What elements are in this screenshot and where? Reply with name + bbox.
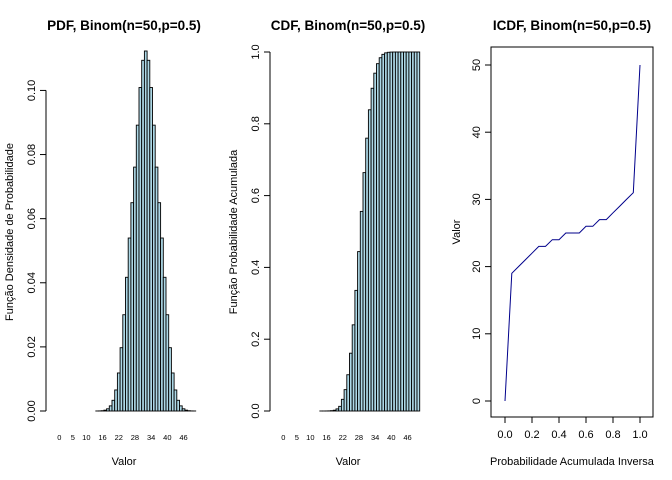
cdf-ylabel: Função Probabilidade Acumulada — [228, 149, 240, 314]
icdf-y-tick-label: 20 — [471, 260, 483, 272]
cdf-x-tick-label: 16 — [322, 433, 330, 442]
pdf-x-tick-label: 34 — [147, 433, 155, 442]
cdf-x-tick-label: 46 — [403, 433, 411, 442]
pdf-ylabel: Função Densidade de Probabilidade — [4, 143, 16, 321]
cdf-x-tick-label: 10 — [306, 433, 314, 442]
cdf-bars — [319, 51, 421, 412]
icdf-xlabel: Probabilidade Acumulada Inversa — [490, 456, 655, 468]
cdf-y-tick-label: 0.6 — [250, 188, 262, 203]
icdf-y-tick-label: 0 — [471, 398, 483, 404]
icdf-series-line — [504, 64, 641, 402]
pdf-x-tick-labels: 0 5 10 16 22 28 34 40 46 — [57, 433, 187, 442]
icdf-panel: ICDF, Binom(n=50,p=0.5) Probabilidade Ac… — [451, 18, 655, 468]
icdf-x-tick-label: 0.2 — [524, 429, 539, 441]
pdf-y-tick-label: 0.02 — [26, 336, 38, 357]
pdf-y-axis: 0.00 0.02 0.04 0.06 0.08 0.10 — [26, 80, 47, 422]
icdf-y-tick-label: 10 — [471, 328, 483, 340]
cdf-title: CDF, Binom(n=50,p=0.5) — [271, 18, 426, 33]
pdf-x-tick-label: 5 — [71, 433, 75, 442]
cdf-x-tick-label: 34 — [371, 433, 379, 442]
cdf-xlabel: Valor — [336, 456, 361, 468]
icdf-title: ICDF, Binom(n=50,p=0.5) — [493, 18, 651, 33]
icdf-x-tick-label: 0.0 — [497, 429, 512, 441]
pdf-x-tick-label: 28 — [131, 433, 139, 442]
cdf-x-tick-label: 22 — [339, 433, 347, 442]
pdf-xlabel: Valor — [112, 456, 137, 468]
cdf-x-tick-label: 28 — [355, 433, 363, 442]
icdf-y-tick-label: 40 — [471, 126, 483, 138]
pdf-x-tick-label: 16 — [98, 433, 106, 442]
cdf-panel: CDF, Binom(n=50,p=0.5) Valor Função Prob… — [228, 18, 425, 468]
icdf-plot-box — [490, 46, 654, 418]
pdf-y-tick-label: 0.06 — [26, 208, 38, 229]
cdf-x-tick-label: 40 — [387, 433, 395, 442]
pdf-y-tick-label: 0.10 — [26, 80, 38, 101]
cdf-x-tick-label: 5 — [295, 433, 299, 442]
pdf-x-tick-label: 46 — [179, 433, 187, 442]
pdf-x-tick-label: 0 — [57, 433, 61, 442]
pdf-x-tick-label: 10 — [82, 433, 90, 442]
icdf-x-tick-label: 0.8 — [605, 429, 620, 441]
icdf-y-axis: 0 10 20 30 40 50 — [471, 59, 492, 404]
cdf-x-tick-labels: 0 5 10 16 22 28 34 40 46 — [281, 433, 411, 442]
pdf-bars — [95, 50, 197, 412]
cdf-x-tick-label: 0 — [281, 433, 285, 442]
pdf-y-tick-label: 0.04 — [26, 272, 38, 293]
cdf-y-tick-label: 0.4 — [250, 260, 262, 275]
pdf-x-tick-label: 22 — [115, 433, 123, 442]
icdf-x-tick-label: 1.0 — [632, 429, 647, 441]
cdf-y-tick-label: 0.0 — [250, 403, 262, 418]
icdf-y-tick-label: 30 — [471, 193, 483, 205]
cdf-y-tick-label: 1.0 — [250, 44, 262, 59]
pdf-panel: PDF, Binom(n=50,p=0.5) Valor Função Dens… — [4, 18, 201, 468]
cdf-bar — [416, 51, 421, 412]
pdf-y-tick-label: 0.08 — [26, 144, 38, 165]
cdf-y-tick-label: 0.2 — [250, 332, 262, 347]
pdf-x-tick-label: 40 — [163, 433, 171, 442]
icdf-ylabel: Valor — [451, 219, 463, 244]
pdf-title: PDF, Binom(n=50,p=0.5) — [47, 18, 201, 33]
cdf-y-axis: 0.0 0.2 0.4 0.6 0.8 1.0 — [250, 44, 271, 419]
cdf-y-tick-label: 0.8 — [250, 116, 262, 131]
icdf-x-axis: 0.0 0.2 0.4 0.6 0.8 1.0 — [497, 416, 648, 441]
icdf-y-tick-label: 50 — [471, 59, 483, 71]
pdf-y-tick-label: 0.00 — [26, 400, 38, 421]
icdf-x-tick-label: 0.4 — [551, 429, 566, 441]
icdf-x-tick-label: 0.6 — [578, 429, 593, 441]
